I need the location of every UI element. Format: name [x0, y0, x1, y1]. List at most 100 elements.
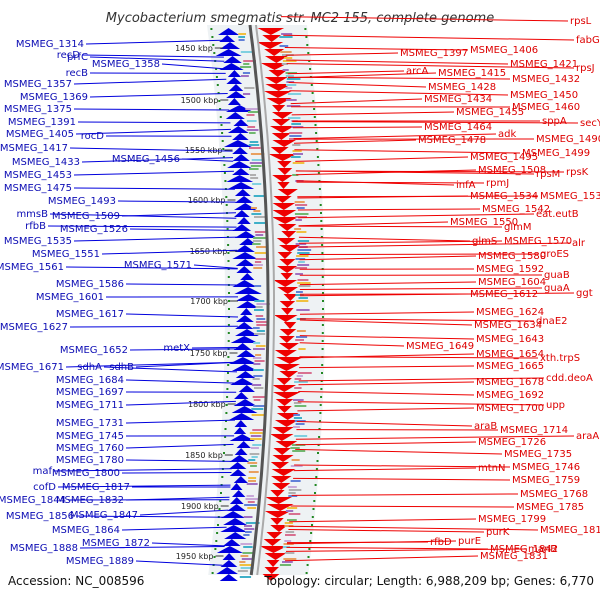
feature-block — [256, 324, 269, 326]
feature-block — [253, 333, 266, 335]
reverse-gene-arrow — [272, 175, 293, 182]
right-gene-label: guaB — [544, 270, 570, 281]
feature-block — [251, 384, 262, 386]
feature-block — [295, 423, 305, 425]
forward-gene-arrow — [233, 476, 248, 483]
reverse-gene-arrow — [281, 308, 294, 315]
reverse-gene-arrow — [273, 448, 291, 455]
left-gene-label: MSMEG_1391 — [8, 117, 76, 128]
right-gene-label: MSMEG_1508 — [478, 165, 546, 176]
forward-gene-arrow — [221, 511, 246, 518]
left-gene-label: MSMEG_1684 — [56, 375, 124, 386]
feature-block — [239, 561, 246, 563]
feature-block — [294, 420, 306, 422]
feature-block — [250, 435, 262, 437]
feature-block — [295, 273, 303, 275]
left-gene-label: recB — [66, 68, 89, 79]
reverse-gene-arrow — [273, 315, 298, 322]
feature-block — [256, 318, 266, 320]
forward-gene-arrow — [232, 280, 257, 287]
feature-block — [253, 363, 261, 365]
reverse-gene-arrow — [270, 462, 290, 469]
forward-gene-arrow — [229, 497, 244, 504]
feature-block — [284, 57, 293, 59]
left-gene-label: MSMEG_1832 — [56, 495, 124, 506]
forward-gene-arrow — [233, 343, 252, 350]
reverse-gene-arrow — [272, 203, 296, 210]
right-gene-label: sppA — [542, 116, 567, 127]
feature-block — [289, 135, 302, 137]
feature-block — [253, 267, 263, 269]
reverse-gene-arrow — [277, 189, 298, 196]
left-gene-label: MSMEG_1800 — [52, 468, 120, 479]
right-gene-label: MSMEG_1450 — [510, 90, 578, 101]
forward-gene-arrow — [238, 385, 255, 392]
forward-gene-arrow — [227, 161, 252, 168]
feature-block — [288, 489, 302, 491]
forward-gene-arrow — [227, 98, 241, 105]
forward-gene-arrow — [234, 196, 254, 203]
right-gene-label: MSMEG_1428 — [428, 82, 496, 93]
feature-block — [290, 156, 301, 158]
reverse-strand-track — [256, 28, 304, 581]
reverse-gene-arrow — [256, 42, 284, 49]
forward-gene-arrow — [234, 245, 255, 252]
feature-block — [253, 405, 267, 407]
feature-block — [296, 309, 310, 311]
feature-block — [244, 528, 255, 530]
reverse-gene-arrow — [277, 161, 292, 168]
feature-block — [288, 117, 301, 119]
feature-block — [248, 480, 256, 482]
right-gene-label: MSMEG_1746 — [512, 462, 580, 473]
reverse-gene-arrow — [264, 511, 291, 518]
feature-block — [294, 267, 308, 269]
right-gene-label: MSMEG_1464 — [424, 122, 492, 133]
reverse-gene-arrow — [270, 525, 288, 532]
reverse-gene-arrow — [279, 343, 299, 350]
reverse-gene-arrow — [276, 378, 292, 385]
reverse-gene-arrow — [275, 399, 294, 406]
left-gene-label: MSMEG_1417 — [0, 143, 68, 154]
left-gene-label: MSMEG_1535 — [4, 236, 72, 247]
forward-gene-arrow — [219, 35, 236, 42]
forward-gene-arrow — [232, 147, 248, 154]
right-gene-label: alr — [572, 238, 586, 249]
feature-block — [295, 294, 304, 296]
reverse-gene-arrow — [265, 84, 293, 91]
right-gene-label: MSMEG_1604 — [478, 277, 546, 288]
forward-gene-arrow — [232, 224, 252, 231]
feature-block — [294, 201, 305, 203]
left-gene-label: maf — [33, 466, 53, 477]
forward-gene-arrow — [219, 574, 238, 581]
right-gene-label: rfbD — [430, 537, 452, 548]
left-gene-label: MSMEG_1617 — [56, 309, 124, 320]
forward-gene-arrow — [228, 84, 244, 91]
left-gene-label: MSMEG_1864 — [52, 525, 120, 536]
feature-block — [282, 60, 297, 62]
right-gene-label: ggt — [576, 288, 593, 299]
right-gene-label: MSMEG_1692 — [476, 390, 544, 401]
forward-gene-arrow — [235, 294, 262, 301]
feature-block — [253, 399, 261, 401]
right-gene-label: rpmJ — [486, 178, 509, 189]
right-gene-label: MSMEG_1665 — [476, 361, 544, 372]
right-gene-label: MSMEG_1735 — [504, 449, 572, 460]
right-gene-label: glmM — [504, 222, 532, 233]
forward-gene-arrow — [220, 560, 238, 567]
forward-gene-arrow — [234, 231, 258, 238]
forward-gene-arrow — [231, 406, 258, 413]
right-gene-label: MSMEG_1643 — [476, 334, 544, 345]
feature-block — [293, 414, 300, 416]
reverse-gene-arrow — [276, 238, 296, 245]
feature-block — [240, 543, 253, 545]
feature-block — [251, 159, 264, 161]
feature-block — [254, 231, 266, 233]
feature-block — [250, 165, 262, 167]
feature-block — [285, 99, 297, 101]
feature-block — [298, 348, 306, 350]
reverse-gene-arrow — [268, 70, 288, 77]
feature-block — [255, 345, 266, 347]
right-gene-label: rpsJ — [576, 63, 595, 74]
feature-block — [287, 519, 297, 521]
feature-block — [249, 132, 256, 134]
